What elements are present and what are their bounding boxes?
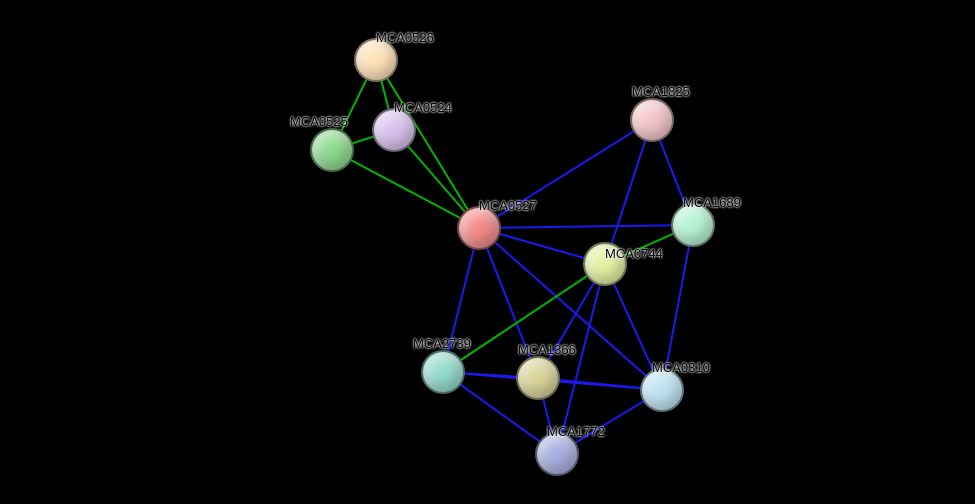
node-circle[interactable]	[516, 356, 560, 400]
node-mca1825[interactable]: MCA1825	[630, 98, 674, 142]
node-circle[interactable]	[640, 368, 684, 412]
edge	[479, 225, 693, 228]
node-circle[interactable]	[457, 206, 501, 250]
edge	[557, 264, 605, 454]
node-mca0524[interactable]: MCA0524	[372, 108, 416, 152]
node-mca2739[interactable]: MCA2739	[421, 350, 465, 394]
node-mca0310[interactable]: MCA0310	[640, 368, 684, 412]
node-mca0527[interactable]: MCA0527	[457, 206, 501, 250]
node-mca0744[interactable]: MCA0744	[583, 242, 627, 286]
node-mca0526[interactable]: MCA0526	[354, 38, 398, 82]
edge	[662, 225, 693, 390]
edge	[479, 120, 652, 228]
node-mca0525[interactable]: MCA0525	[310, 128, 354, 172]
node-circle[interactable]	[354, 38, 398, 82]
node-circle[interactable]	[310, 128, 354, 172]
network-graph: MCA0526 MCA0525 MCA0524 MCA1825 MCA0527 MCA16…	[0, 0, 975, 504]
node-mca1689[interactable]: MCA1689	[671, 203, 715, 247]
node-circle[interactable]	[671, 203, 715, 247]
edge	[479, 228, 662, 390]
node-circle[interactable]	[535, 432, 579, 476]
node-mca1366[interactable]: MCA1366	[516, 356, 560, 400]
node-circle[interactable]	[421, 350, 465, 394]
node-circle[interactable]	[372, 108, 416, 152]
node-circle[interactable]	[630, 98, 674, 142]
node-circle[interactable]	[583, 242, 627, 286]
edge-layer	[0, 0, 975, 504]
node-mca1772[interactable]: MCA1772	[535, 432, 579, 476]
